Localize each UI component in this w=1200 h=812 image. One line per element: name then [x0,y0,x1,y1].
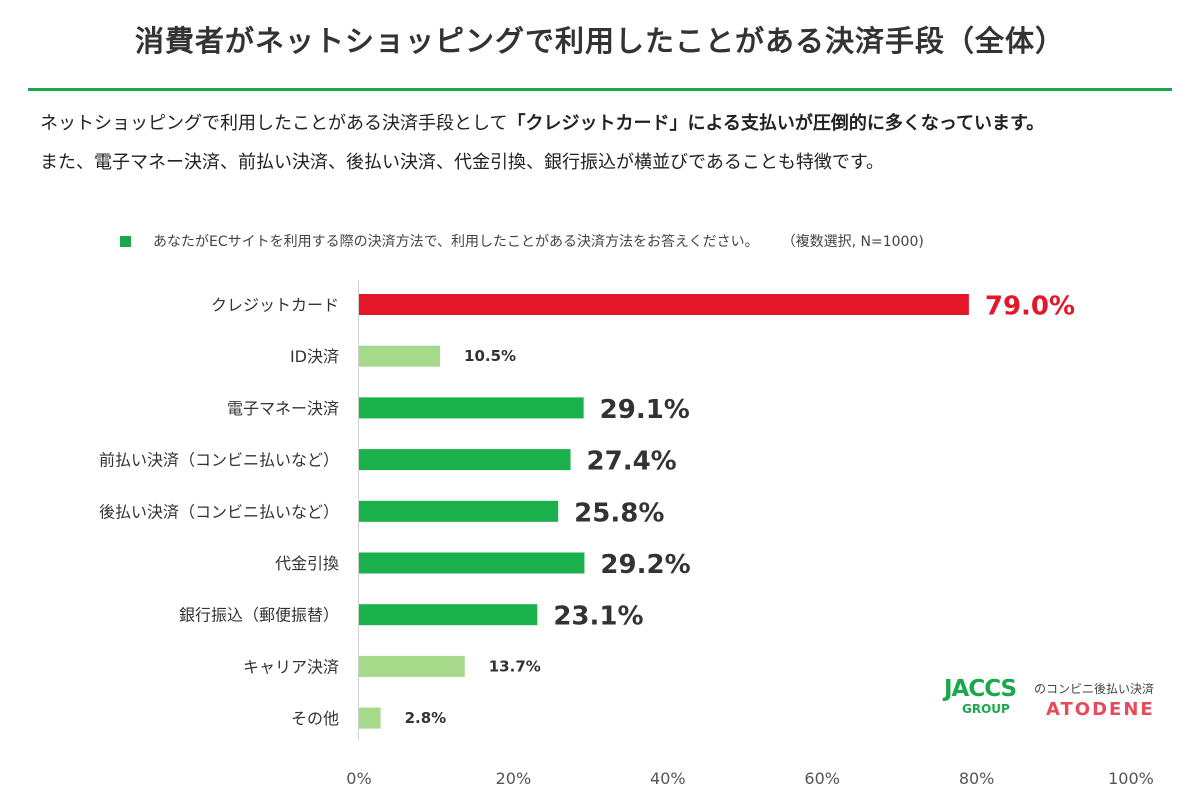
jaccs-group-label: GROUP [962,702,1010,716]
category-label: クレジットカード [211,296,339,315]
bar [359,655,465,677]
category-label: キャリア決済 [243,657,339,676]
category-label: その他 [291,709,339,728]
x-tick-label: 20% [496,769,532,788]
data-label: 29.2% [600,550,690,580]
x-tick-label: 40% [650,769,686,788]
survey-question: あなたがECサイトを利用する際の決済方法で、利用したことがある決済方法をお答えく… [120,231,924,251]
bar [359,397,584,419]
logo-tagline: のコンビニ後払い決済 [1034,682,1155,696]
lead-text-line-2: また、電子マネー決済、前払い決済、後払い決済、代金引換、銀行振込が横並びであるこ… [40,152,885,173]
data-label: 29.1% [600,395,690,425]
bar [359,552,585,574]
data-label: 27.4% [587,447,677,477]
x-tick-label: 0% [346,769,371,788]
category-label: 電子マネー決済 [227,399,339,418]
bar [359,604,538,626]
data-label: 79.0% [985,292,1075,322]
page-title: 消費者がネットショッピングで利用したことがある決済手段（全体） [134,24,1065,58]
lead-text-line-1: ネットショッピングで利用したことがある決済手段として「クレジットカード」による支… [40,109,1044,135]
data-label: 10.5% [464,347,516,365]
legend-square-icon [120,236,131,247]
lead-text-emphasis: 「クレジットカード」による支払いが圧倒的に多くなっています。 [507,113,1045,134]
atodene-logo: ATODENE [1046,699,1155,720]
x-tick-label: 80% [959,769,995,788]
survey-question-text: あなたがECサイトを利用する際の決済方法で、利用したことがある決済方法をお答えく… [153,234,759,250]
x-tick-label: 60% [804,769,840,788]
bar [359,294,969,315]
bar [359,500,559,522]
data-label: 13.7% [489,657,541,675]
data-label: 25.8% [574,498,664,528]
jaccs-logo: JACCS [944,676,1017,702]
category-label: ID決済 [290,347,339,366]
title-divider [28,88,1172,91]
category-label: 代金引換 [275,554,339,573]
survey-sample-note: （複数選択, N=1000) [788,234,924,250]
brand-logo: JACCS GROUP のコンビニ後払い決済 ATODENE [942,676,1172,726]
x-tick-label: 100% [1108,769,1154,788]
bar [359,449,571,471]
category-label: 後払い決済（コンビニ払いなど） [99,502,339,521]
bar-chart: クレジットカード 79.0% ID決済 10.5% 電子マネー決済 29.1% 前払い決済（… [99,280,1154,788]
data-label: 2.8% [405,709,447,727]
bar [359,707,381,729]
category-label: 銀行振込（郵便振替） [179,606,339,625]
lead-text-plain: ネットショッピングで利用したことがある決済手段として [40,113,508,134]
data-label: 23.1% [553,602,643,632]
category-label: 前払い決済（コンビニ払いなど） [99,451,339,470]
bar [359,345,441,367]
